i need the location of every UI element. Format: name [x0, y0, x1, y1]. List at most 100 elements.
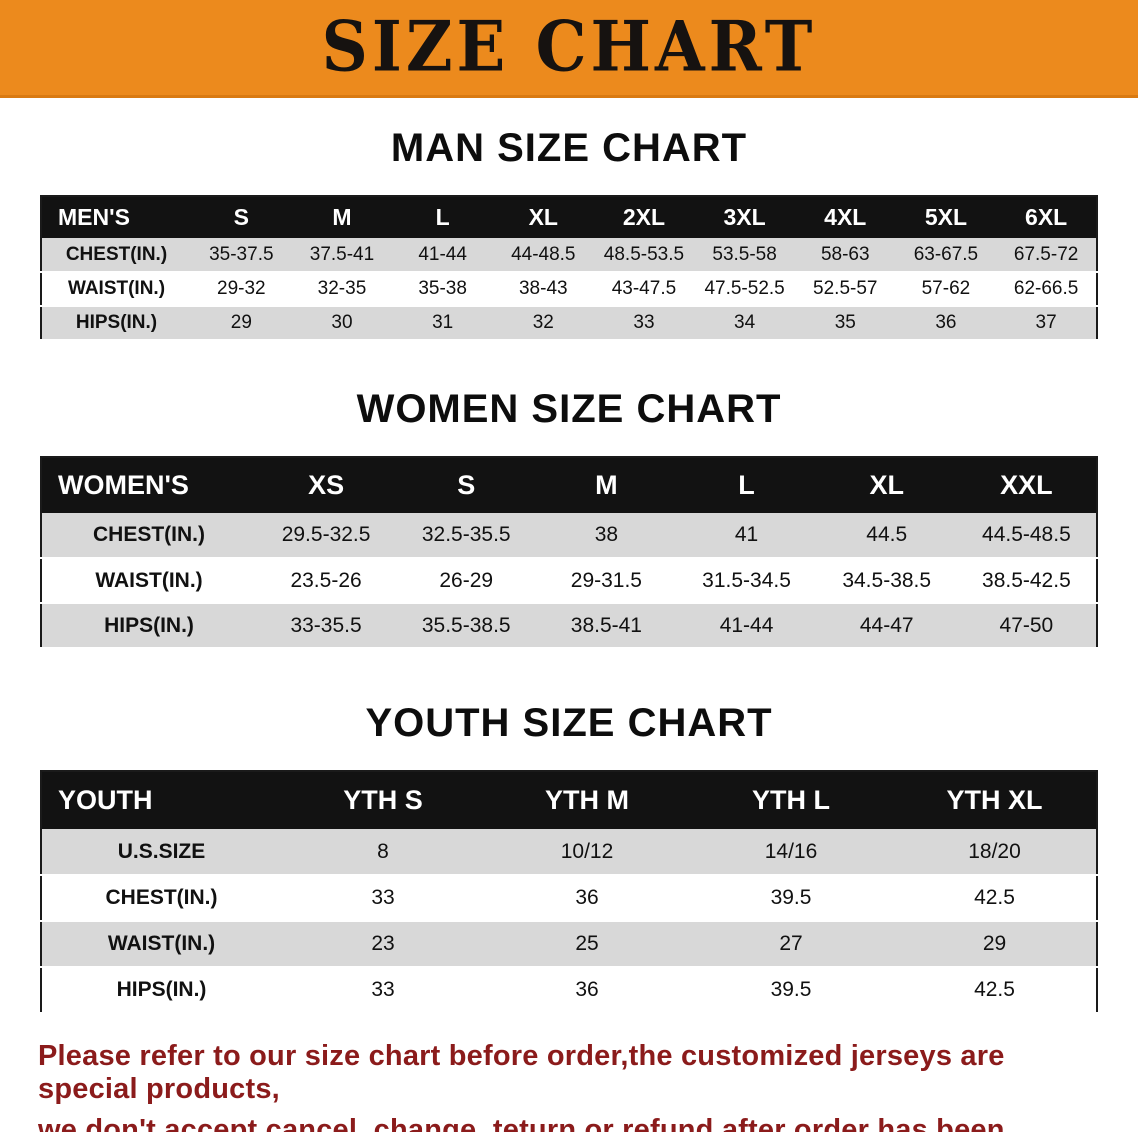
table-cell: 35-37.5	[209, 243, 274, 265]
table-cell: 39.5	[770, 886, 812, 909]
table-header-cell: M	[291, 196, 393, 238]
table-cell: 44.5	[866, 523, 908, 546]
youth-section: YOUTH SIZE CHART YOUTH YTH S YTH M YTH L YTH…	[0, 701, 1138, 1014]
table-cell: 29	[982, 932, 1007, 955]
men-section: MAN SIZE CHART MEN'S S M L XL 2XL 3XL 4XL 5XL 6XL…	[0, 126, 1138, 341]
table-row: HIPS(IN.) 33 36 39.5 42.5	[41, 967, 1097, 1013]
table-row: CHEST(IN.) 29.5-32.5 32.5-35.5 38 41 44.5 44.5…	[41, 513, 1097, 558]
banner: SIZE CHART	[0, 0, 1138, 98]
table-cell: 41-44	[719, 613, 774, 637]
table-cell: 53.5-58	[712, 243, 777, 265]
table-cell: 37	[1035, 312, 1057, 333]
table-header-cell: S	[396, 457, 537, 513]
table-cell: 31.5-34.5	[702, 568, 791, 592]
row-label: WAIST(IN.)	[107, 932, 216, 955]
table-cell: 42.5	[974, 886, 1015, 909]
table-cell: 29-31.5	[570, 568, 642, 592]
men-section-title: MAN SIZE CHART	[390, 126, 748, 170]
table-header-cell: S	[191, 196, 292, 238]
table-cell: 38.5-42.5	[982, 568, 1071, 592]
table-header-label: WOMEN'S	[41, 457, 256, 513]
table-cell: 34.5-38.5	[842, 568, 932, 592]
footer-notice-line: we don't accept cancel, change, teturn o…	[38, 1114, 1005, 1132]
table-cell: 32.5-35.5	[421, 523, 511, 546]
table-header-cell: XL	[492, 196, 594, 238]
table-cell: 36	[935, 312, 957, 333]
table-cell: 37.5-41	[309, 243, 375, 265]
table-row: WAIST(IN.) 23 25 27 29	[41, 921, 1097, 967]
table-cell: 32-35	[317, 278, 367, 299]
table-cell: 36	[575, 886, 599, 909]
table-cell: 18/20	[968, 839, 1021, 863]
table-cell: 43-47.5	[611, 278, 677, 299]
table-header-cell: 5XL	[895, 196, 997, 238]
table-cell: 48.5-53.5	[603, 243, 685, 265]
table-cell: 33	[633, 312, 655, 333]
table-cell: 44-48.5	[511, 243, 576, 265]
table-cell: 8	[377, 839, 389, 863]
table-cell: 47.5-52.5	[704, 278, 785, 299]
table-header-cell: YTH S	[281, 771, 485, 829]
men-size-table: MEN'S S M L XL 2XL 3XL 4XL 5XL 6XL CHEST(IN.) 35-37…	[40, 195, 1098, 341]
table-cell: 32	[532, 312, 554, 333]
footer-notice: Please refer to our size chart before or…	[0, 1040, 1138, 1132]
table-header-cell: 4XL	[794, 196, 896, 238]
table-cell: 63-67.5	[913, 243, 979, 265]
table-cell: 10/12	[560, 839, 614, 863]
table-cell: 31	[432, 312, 454, 333]
table-cell: 29.5-32.5	[281, 523, 371, 546]
table-header-row: WOMEN'S XS S M L XL XXL	[41, 457, 1097, 513]
table-header-label: YOUTH	[41, 771, 281, 829]
table-header-cell: 3XL	[694, 196, 795, 238]
women-section-title: WOMEN SIZE CHART	[356, 387, 782, 431]
table-cell: 36	[575, 978, 599, 1001]
table-cell: 38.5-41	[570, 613, 642, 637]
table-row: HIPS(IN.) 29 30 31 32 33 34 35 36 37	[41, 306, 1097, 340]
table-cell: 27	[779, 932, 803, 955]
table-row: CHEST(IN.) 35-37.5 37.5-41 41-44 44-48.5 48.5…	[41, 238, 1097, 272]
table-cell: 34	[734, 312, 756, 333]
row-label: CHEST(IN.)	[65, 243, 168, 265]
table-cell: 23	[371, 932, 395, 955]
table-cell: 44-47	[859, 613, 914, 637]
row-label: HIPS(IN.)	[116, 978, 207, 1001]
table-cell: 14/16	[764, 839, 818, 863]
table-cell: 41	[734, 523, 759, 546]
table-cell: 58-63	[820, 243, 870, 265]
page-title: SIZE CHART	[321, 7, 817, 88]
table-cell: 23.5-26	[290, 568, 362, 592]
row-label: WAIST(IN.)	[67, 278, 166, 299]
table-cell: 33	[371, 978, 395, 1001]
table-header-cell: XS	[256, 457, 397, 513]
table-cell: 47-50	[999, 613, 1054, 637]
table-row: CHEST(IN.) 33 36 39.5 42.5	[41, 875, 1097, 921]
table-cell: 62-66.5	[1013, 278, 1079, 299]
table-header-row: YOUTH YTH S YTH M YTH L YTH XL	[41, 771, 1097, 829]
table-header-cell: YTH XL	[893, 771, 1097, 829]
table-header-cell: L	[676, 457, 817, 513]
footer-notice-line: Please refer to our size chart before or…	[38, 1040, 1005, 1105]
row-label: CHEST(IN.)	[105, 886, 218, 909]
row-label: CHEST(IN.)	[93, 523, 205, 546]
women-size-table: WOMEN'S XS S M L XL XXL CHEST(IN.) 29.5-32.5 32.5…	[40, 456, 1098, 649]
table-cell: 41-44	[418, 243, 467, 265]
table-row: U.S.SIZE 8 10/12 14/16 18/20	[41, 829, 1097, 875]
table-header-cell: XL	[816, 457, 957, 513]
row-label: WAIST(IN.)	[95, 568, 203, 592]
table-header-cell: YTH L	[689, 771, 893, 829]
table-header-cell: M	[536, 457, 677, 513]
table-header-cell: YTH M	[485, 771, 689, 829]
table-cell: 38	[594, 523, 619, 546]
row-label: HIPS(IN.)	[104, 613, 194, 637]
table-row: WAIST(IN.) 29-32 32-35 35-38 38-43 43-47.5 47.…	[41, 272, 1097, 306]
table-cell: 67.5-72	[1013, 243, 1079, 265]
table-cell: 44.5-48.5	[982, 523, 1071, 546]
table-cell: 33-35.5	[290, 613, 362, 637]
table-cell: 30	[331, 312, 353, 333]
table-cell: 33	[371, 886, 395, 909]
table-row: HIPS(IN.) 33-35.5 35.5-38.5 38.5-41 41-44 44-…	[41, 603, 1097, 648]
table-row: WAIST(IN.) 23.5-26 26-29 29-31.5 31.5-34.5 34…	[41, 558, 1097, 603]
table-header-cell: 6XL	[996, 196, 1097, 238]
table-cell: 39.5	[770, 978, 812, 1001]
